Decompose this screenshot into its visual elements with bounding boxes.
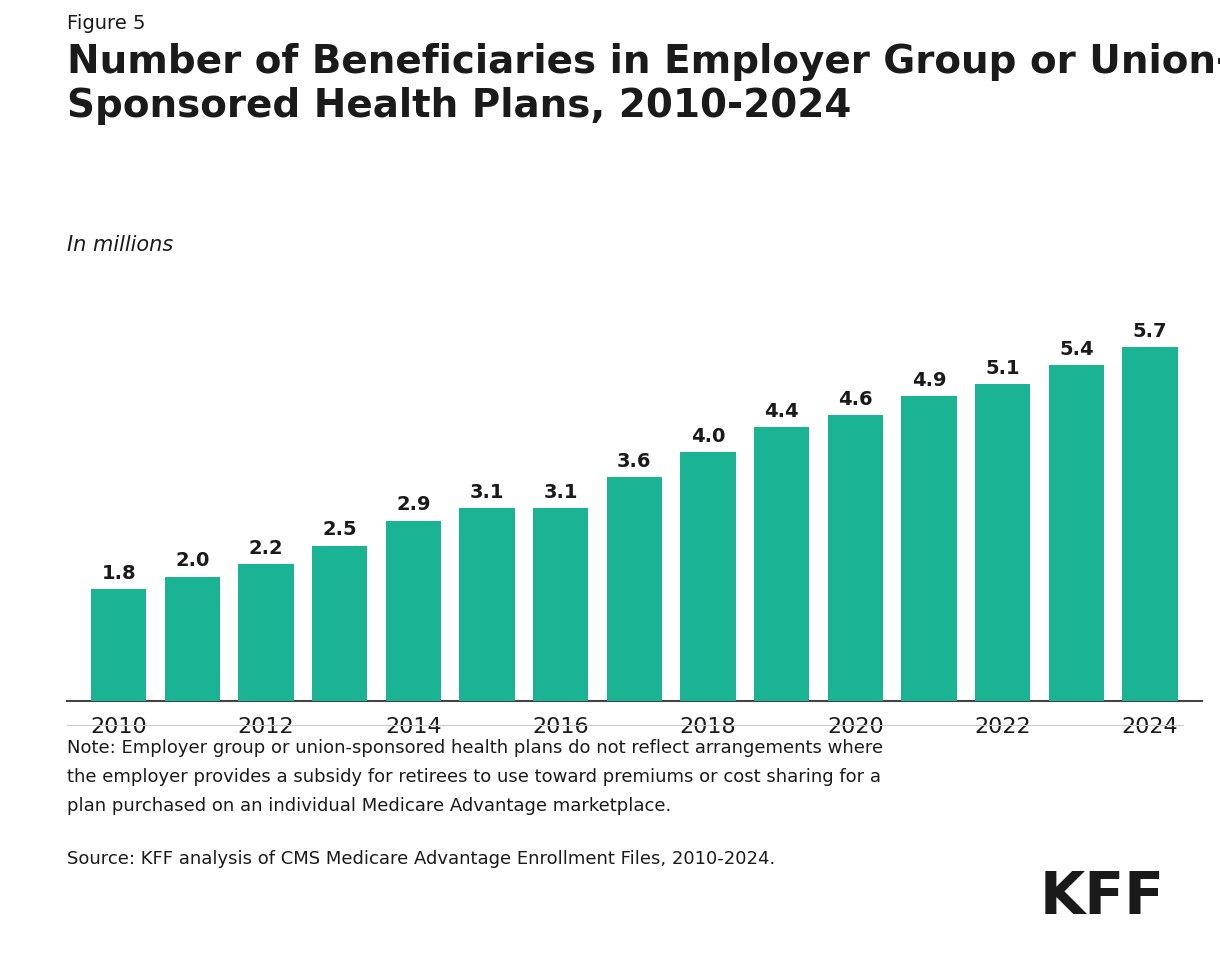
- Bar: [681, 452, 736, 701]
- Text: plan purchased on an individual Medicare Advantage marketplace.: plan purchased on an individual Medicare…: [67, 797, 671, 815]
- Text: Source: KFF analysis of CMS Medicare Advantage Enrollment Files, 2010-2024.: Source: KFF analysis of CMS Medicare Adv…: [67, 850, 776, 868]
- Text: 5.7: 5.7: [1133, 322, 1168, 341]
- Bar: [902, 396, 956, 701]
- Text: 4.6: 4.6: [838, 390, 872, 409]
- Bar: [312, 545, 367, 701]
- Bar: [386, 520, 440, 701]
- Bar: [754, 427, 809, 701]
- Bar: [1122, 347, 1177, 701]
- Text: 1.8: 1.8: [101, 564, 135, 583]
- Text: 3.6: 3.6: [617, 452, 651, 471]
- Bar: [238, 564, 294, 701]
- Text: 2.0: 2.0: [176, 551, 210, 570]
- Text: 2.9: 2.9: [396, 495, 431, 515]
- Text: the employer provides a subsidy for retirees to use toward premiums or cost shar: the employer provides a subsidy for reti…: [67, 768, 881, 786]
- Text: KFF: KFF: [1041, 870, 1165, 926]
- Text: 2.5: 2.5: [322, 520, 357, 540]
- Text: In millions: In millions: [67, 235, 173, 255]
- Bar: [460, 508, 515, 701]
- Bar: [606, 477, 662, 701]
- Text: 5.4: 5.4: [1059, 340, 1094, 359]
- Bar: [165, 577, 220, 701]
- Text: 4.9: 4.9: [911, 372, 947, 390]
- Text: 3.1: 3.1: [470, 483, 504, 502]
- Text: 5.1: 5.1: [986, 359, 1020, 378]
- Bar: [1049, 366, 1104, 701]
- Bar: [92, 589, 146, 701]
- Text: 4.4: 4.4: [765, 402, 799, 421]
- Text: 4.0: 4.0: [691, 427, 725, 446]
- Bar: [828, 415, 883, 701]
- Bar: [975, 384, 1031, 701]
- Text: 3.1: 3.1: [543, 483, 578, 502]
- Bar: [533, 508, 588, 701]
- Text: Number of Beneficiaries in Employer Group or Union-
Sponsored Health Plans, 2010: Number of Beneficiaries in Employer Grou…: [67, 43, 1220, 125]
- Text: Figure 5: Figure 5: [67, 14, 145, 34]
- Text: Note: Employer group or union-sponsored health plans do not reflect arrangements: Note: Employer group or union-sponsored …: [67, 739, 883, 757]
- Text: 2.2: 2.2: [249, 539, 283, 558]
